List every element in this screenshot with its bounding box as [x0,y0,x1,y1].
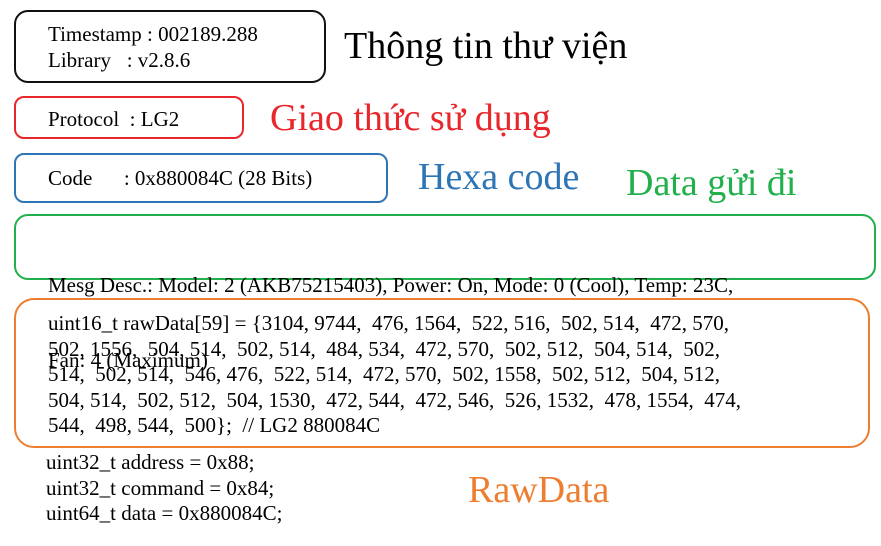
description-line-1: Mesg Desc.: Model: 2 (AKB75215403), Powe… [48,273,734,297]
library-version-line: Library : v2.8.6 [48,48,191,72]
library-info-text: Timestamp : 002189.288 Library : v2.8.6 [48,21,258,73]
description-line-2: Fan: 4 (Maximum) [48,348,208,372]
command-variable: uint32_t command = 0x84; [46,475,275,500]
label-library-info: Thông tin thư viện [344,25,628,67]
message-description-box: Mesg Desc.: Model: 2 (AKB75215403), Powe… [14,214,876,372]
raw-data-line-4: 504, 514, 502, 512, 504, 1530, 472, 544,… [48,387,741,412]
raw-data-line-3: 514, 502, 514, 546, 476, 522, 514, 472, … [48,362,720,387]
label-hexa-code: Hexa code [418,156,580,198]
decoded-variables: uint32_t address = 0x88; uint32_t comman… [46,450,282,527]
raw-data-box: uint16_t rawData[59] = {3104, 9744, 476,… [14,298,870,448]
data-variable: uint64_t data = 0x880084C; [46,501,283,525]
raw-data-line-1: uint16_t rawData[59] = {3104, 9744, 476,… [48,311,730,335]
raw-data-line-5: 544, 498, 544, 500}; // LG2 880084C [48,413,381,438]
label-protocol: Giao thức sử dụng [270,97,551,139]
code-box: Code : 0x880084C (28 Bits) [14,153,388,203]
code-line: Code : 0x880084C (28 Bits) [48,166,313,190]
timestamp-line: Timestamp : 002189.288 [48,22,258,46]
protocol-line: Protocol : LG2 [48,107,180,131]
label-raw-data: RawData [468,469,610,511]
raw-data-line-2: 502, 1556, 504, 514, 502, 514, 484, 534,… [48,336,720,361]
message-description-text: Mesg Desc.: Model: 2 (AKB75215403), Powe… [48,223,733,423]
label-data-sent: Data gửi đi [626,162,797,204]
raw-data-text: uint16_t rawData[59] = {3104, 9744, 476,… [48,311,741,439]
library-info-box: Timestamp : 002189.288 Library : v2.8.6 [14,10,326,83]
address-variable: uint32_t address = 0x88; [46,450,255,474]
protocol-box: Protocol : LG2 [14,96,244,139]
